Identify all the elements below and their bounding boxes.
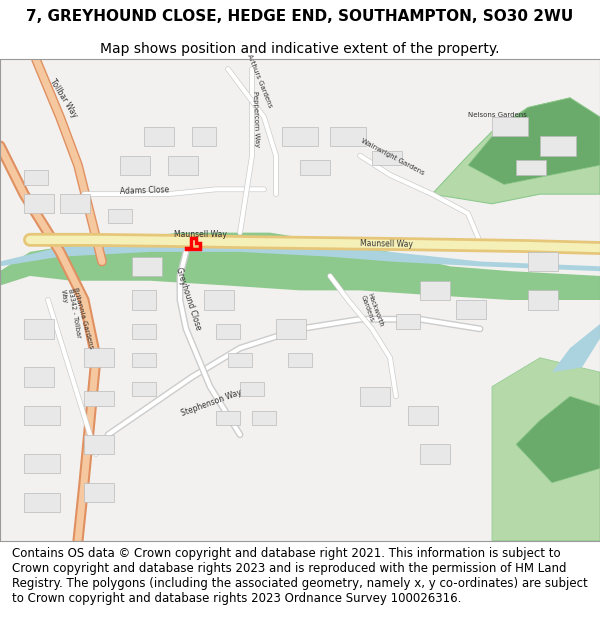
Text: Contains OS data © Crown copyright and database right 2021. This information is : Contains OS data © Crown copyright and d…: [12, 548, 588, 606]
Bar: [216, 411, 240, 425]
Bar: [132, 257, 162, 276]
Bar: [24, 454, 60, 473]
Text: Wainwright Gardens: Wainwright Gardens: [360, 138, 425, 176]
Bar: [24, 368, 54, 387]
Polygon shape: [552, 324, 600, 372]
Bar: [420, 281, 450, 300]
Text: Map shows position and indicative extent of the property.: Map shows position and indicative extent…: [100, 42, 500, 56]
Text: B3342 - Tollbar
Way: B3342 - Tollbar Way: [60, 288, 82, 339]
Text: Tollbar Way: Tollbar Way: [48, 77, 79, 119]
Bar: [300, 161, 330, 175]
Bar: [516, 161, 546, 175]
Text: 7, GREYHOUND CLOSE, HEDGE END, SOUTHAMPTON, SO30 2WU: 7, GREYHOUND CLOSE, HEDGE END, SOUTHAMPT…: [26, 9, 574, 24]
Polygon shape: [0, 59, 600, 541]
Bar: [192, 127, 216, 146]
Bar: [456, 300, 486, 319]
Bar: [144, 127, 174, 146]
Bar: [108, 209, 132, 223]
Bar: [396, 314, 420, 329]
Bar: [282, 127, 318, 146]
Bar: [132, 291, 156, 309]
Bar: [216, 324, 240, 339]
Text: Maunsell Way: Maunsell Way: [174, 231, 227, 239]
Bar: [60, 194, 90, 213]
Bar: [252, 411, 276, 425]
Bar: [24, 170, 48, 184]
Bar: [204, 291, 234, 309]
Bar: [276, 319, 306, 339]
Bar: [132, 382, 156, 396]
Bar: [330, 127, 366, 146]
Bar: [168, 156, 198, 175]
Bar: [360, 387, 390, 406]
Bar: [84, 348, 114, 368]
Bar: [24, 406, 60, 425]
Bar: [372, 151, 402, 165]
Bar: [84, 483, 114, 502]
Text: Peppercorn Way: Peppercorn Way: [252, 91, 260, 147]
Text: Arthurs Gardens: Arthurs Gardens: [246, 53, 273, 109]
Polygon shape: [0, 232, 600, 300]
Text: Nelsons Gardens: Nelsons Gardens: [468, 112, 527, 118]
Bar: [492, 117, 528, 136]
Bar: [528, 291, 558, 309]
Bar: [24, 194, 54, 213]
Polygon shape: [492, 357, 600, 541]
Bar: [120, 156, 150, 175]
Text: Greyhound Close: Greyhound Close: [174, 266, 203, 331]
Bar: [132, 324, 156, 339]
Bar: [132, 353, 156, 367]
Text: Maunsell Way: Maunsell Way: [360, 239, 413, 249]
Bar: [408, 406, 438, 425]
Bar: [240, 382, 264, 396]
Bar: [228, 353, 252, 367]
Bar: [420, 444, 450, 464]
Bar: [288, 353, 312, 367]
Bar: [24, 492, 60, 512]
Bar: [84, 435, 114, 454]
Bar: [24, 319, 54, 339]
Text: Stephenson Way: Stephenson Way: [180, 388, 243, 418]
Polygon shape: [516, 396, 600, 483]
Bar: [528, 252, 558, 271]
Text: Britannia Gardens: Britannia Gardens: [72, 286, 94, 349]
Bar: [540, 136, 576, 156]
Polygon shape: [0, 242, 600, 271]
Text: Adams Close: Adams Close: [120, 186, 170, 196]
Polygon shape: [432, 98, 600, 204]
Bar: [84, 391, 114, 406]
Text: Hackworth
Gardens: Hackworth Gardens: [360, 292, 385, 330]
Polygon shape: [468, 98, 600, 184]
